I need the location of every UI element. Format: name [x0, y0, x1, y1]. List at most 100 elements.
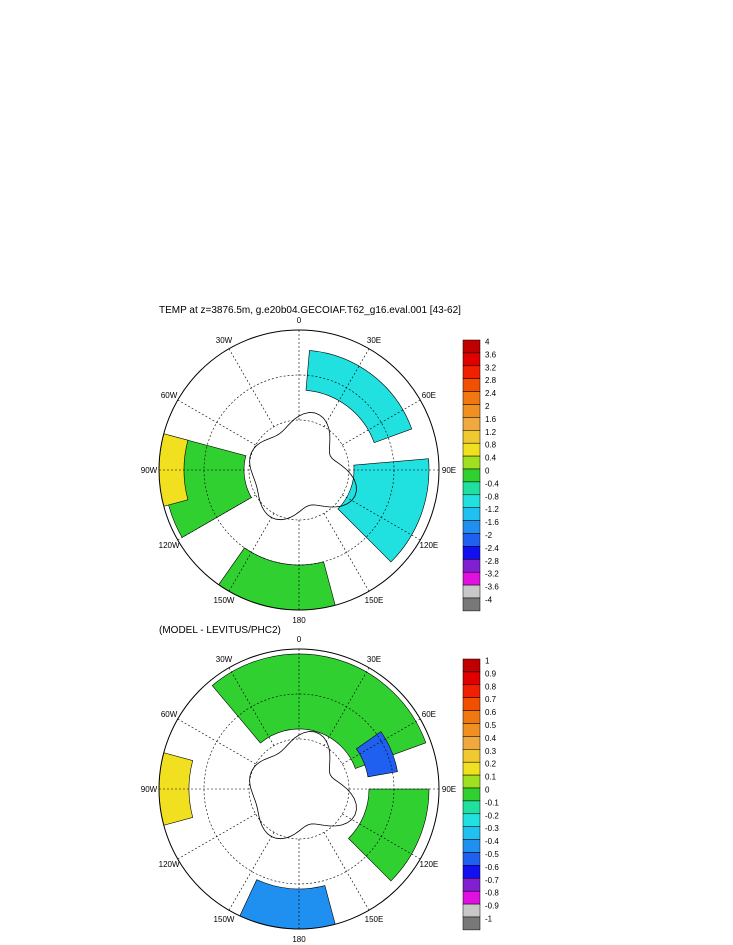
colorbar-tick-label: 0.9	[485, 669, 497, 678]
colorbar1: 4 3.6 3.2 2.8 2.4 2 1.6 1.2 0.8 0.4 0 -0.4 -0.8 -1.2 -…	[462, 337, 499, 612]
longitude-label: 60W	[161, 391, 178, 400]
colorbar-swatch	[462, 494, 481, 508]
colorbar-swatch	[462, 442, 481, 457]
meridian-line	[177, 399, 256, 446]
colorbar-tick-label: -0.1	[485, 798, 499, 807]
longitude-label: 120E	[420, 541, 439, 550]
latitude-circle	[248, 419, 350, 521]
colorbar-tick-label: -4	[485, 595, 493, 604]
longitude-label: 30W	[216, 655, 233, 664]
colorbar-swatch	[462, 455, 481, 470]
meridian-line	[177, 718, 256, 765]
meridian-line	[342, 813, 421, 860]
meridian-line	[342, 718, 421, 765]
map1-title: TEMP at z=3876.5m, g.e20b04.GECOIAF.T62_…	[159, 305, 461, 316]
colorbar-swatch	[462, 671, 481, 686]
longitude-label: 30W	[216, 336, 233, 345]
map-fill-layer	[159, 653, 430, 929]
colorbar-tick-label: -0.7	[485, 876, 499, 885]
longitude-label: 0	[297, 635, 302, 644]
colorbar-tick-label: 0.8	[485, 682, 497, 691]
colorbar-swatch	[462, 684, 481, 698]
contour-region	[218, 547, 336, 610]
colorbar-tick-label: 0.4	[485, 454, 497, 463]
colorbar-tick-label: 2.4	[485, 389, 497, 398]
longitude-label: 120W	[159, 541, 180, 550]
map2-title: (MODEL - LEVITUS/PHC2)	[159, 625, 281, 636]
colorbar-swatch	[462, 749, 481, 763]
colorbar-swatch	[462, 520, 481, 534]
colorbar-swatch	[462, 658, 481, 673]
longitude-label: 180	[292, 935, 306, 944]
colorbar-tick-label: -0.9	[485, 902, 499, 911]
colorbar-tick-label: -1.6	[485, 518, 499, 527]
colorbar-tick-label: 1	[485, 656, 490, 665]
colorbar-swatch	[462, 787, 481, 802]
longitude-label: 30E	[367, 655, 381, 664]
colorbar-swatch	[462, 597, 481, 612]
colorbar-swatch	[462, 417, 481, 431]
colorbar-swatch	[462, 533, 481, 547]
colorbar-swatch	[462, 878, 481, 892]
meridian-line	[228, 513, 275, 592]
colorbar-swatch	[462, 404, 481, 418]
latitude-circle	[248, 738, 350, 840]
colorbar-swatch	[462, 839, 481, 853]
colorbar-tick-label: 3.2	[485, 363, 497, 372]
map-boundary	[158, 329, 440, 611]
longitude-label: 90E	[442, 466, 456, 475]
colorbar-swatch	[462, 736, 481, 750]
colorbar-tick-label: 0.4	[485, 734, 497, 743]
colorbar-swatch	[462, 352, 481, 367]
map-fill-layer	[159, 350, 430, 610]
colorbar-tick-label: 2	[485, 402, 490, 411]
colorbar-tick-label: -1.2	[485, 505, 499, 514]
contour-region	[348, 788, 430, 882]
colorbar-tick-label: 0.7	[485, 695, 497, 704]
map1: 0 30E 60E 90E 120E 150E 180 150W 120W 90W 60W 30W	[141, 316, 456, 625]
colorbar-swatch	[462, 865, 481, 879]
contour-region	[305, 350, 413, 444]
colorbar-swatch	[462, 339, 481, 354]
colorbar-tick-label: 0.2	[485, 760, 497, 769]
longitude-label: 150W	[214, 915, 235, 924]
colorbar-tick-label: -2.4	[485, 544, 499, 553]
colorbar-tick-label: -0.8	[485, 889, 499, 898]
colorbar-swatch	[462, 507, 481, 521]
colorbar-swatch	[462, 481, 481, 496]
colorbar-swatch	[462, 800, 481, 815]
colorbar-tick-label: 3.6	[485, 350, 497, 359]
meridian-line	[323, 513, 370, 592]
colorbar-swatch	[462, 774, 481, 789]
colorbar-swatch	[462, 916, 481, 931]
colorbar-tick-label: -0.2	[485, 811, 499, 820]
longitude-label: 60W	[161, 710, 178, 719]
colorbar-swatch	[462, 813, 481, 827]
colorbar2: 1 0.9 0.8 0.7 0.6 0.5 0.4 0.3 0.2 0.1 0 -0.1 -0.2 -0.…	[462, 656, 499, 931]
colorbar-tick-label: 4	[485, 337, 490, 346]
colorbar-tick-label: 0	[485, 466, 490, 475]
map2: 0 30E 60E 90E 120E 150E 180 150W 120W 90W 60W 30W	[141, 635, 456, 944]
contour-region	[355, 731, 398, 778]
colorbar-swatch	[462, 430, 481, 444]
colorbar-tick-label: 0.1	[485, 773, 497, 782]
colorbar-swatch	[462, 826, 481, 840]
meridian-line	[228, 832, 275, 911]
longitude-label: 30E	[367, 336, 381, 345]
longitude-label: 120E	[420, 860, 439, 869]
colorbar-tick-label: 0.3	[485, 747, 497, 756]
colorbar-tick-label: -0.4	[485, 479, 499, 488]
colorbar-tick-label: -2	[485, 531, 493, 540]
colorbar-swatch	[462, 468, 481, 483]
colorbar-swatch	[462, 546, 481, 560]
meridian-line	[342, 399, 421, 446]
colorbar-tick-label: -1	[485, 914, 493, 923]
colorbar-tick-label: -0.8	[485, 492, 499, 501]
colorbar-swatch	[462, 378, 481, 392]
longitude-label: 120W	[159, 860, 180, 869]
colorbar-tick-label: -0.3	[485, 824, 499, 833]
colorbar-swatch	[462, 852, 481, 866]
colorbar-swatch	[462, 903, 481, 918]
colorbar-swatch	[462, 391, 481, 405]
